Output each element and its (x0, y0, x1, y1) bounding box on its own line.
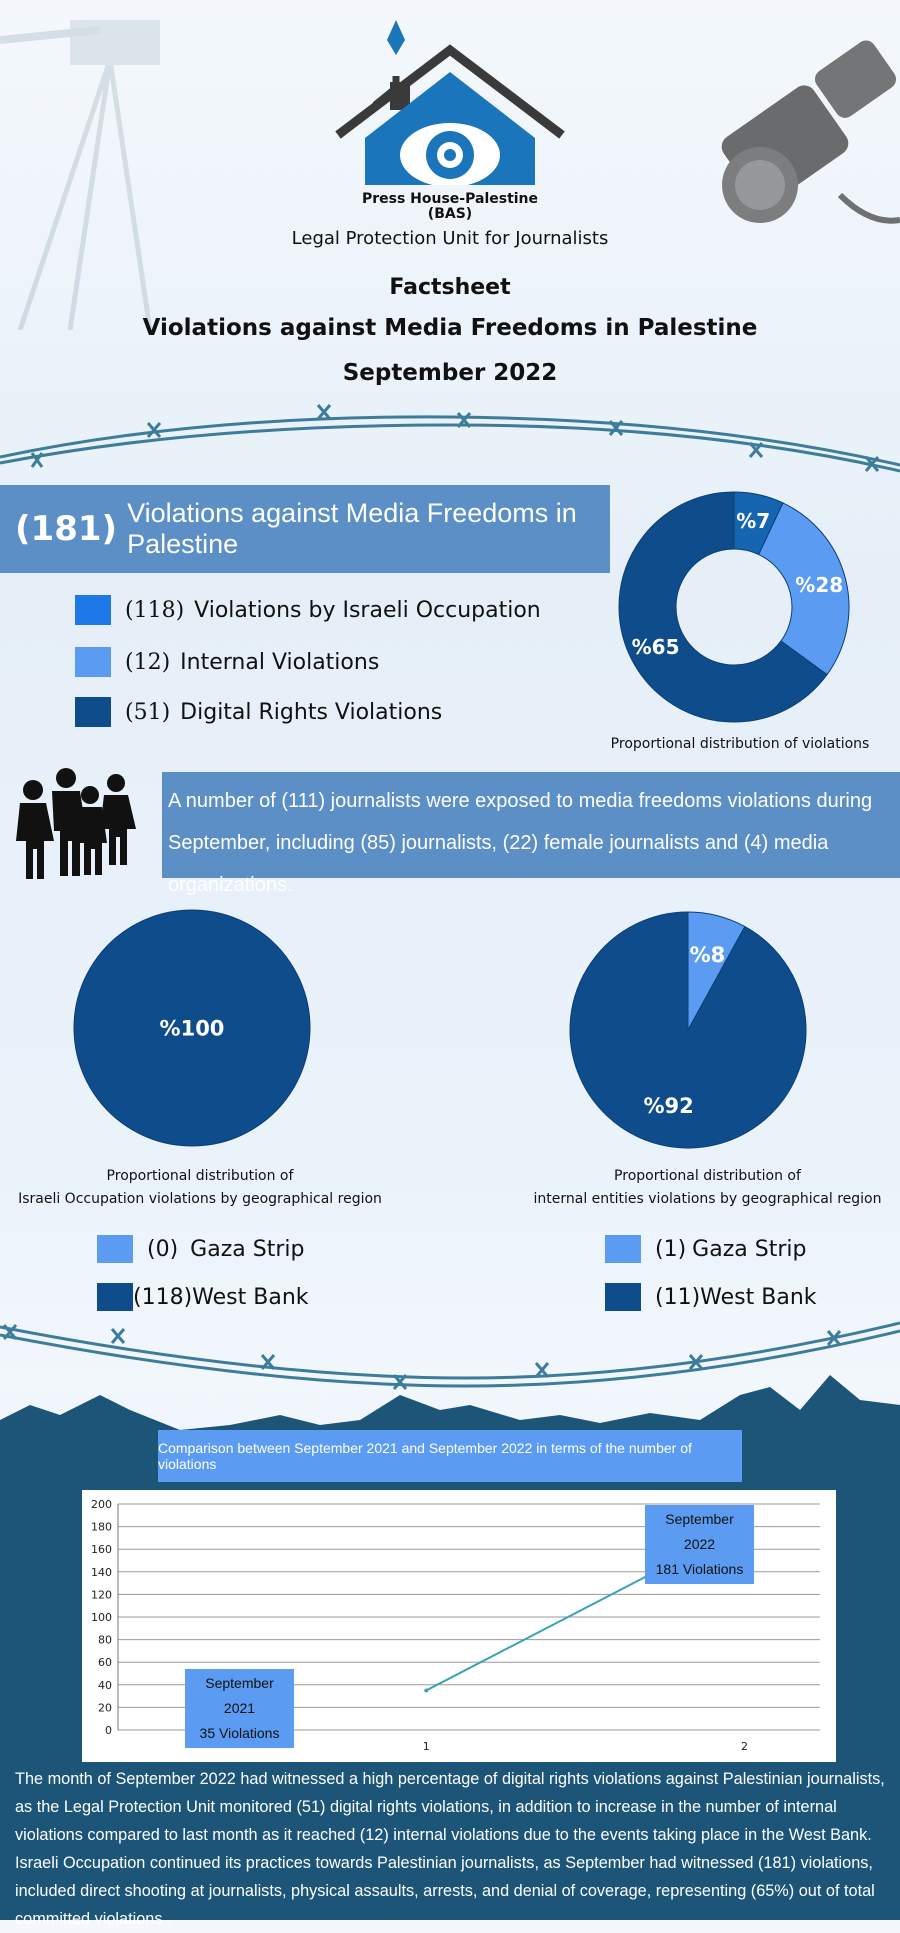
y-tick-label: 40 (98, 1679, 112, 1692)
camera-illustration (721, 40, 900, 224)
summary-paragraph: The month of September 2022 had witnesse… (15, 1770, 885, 1928)
barbed-wire-divider (0, 404, 900, 473)
journalists-summary: A number of (111) journalists were expos… (162, 772, 900, 896)
tripod-illustration (0, 20, 160, 330)
pie-slice-label: %7 (736, 509, 770, 533)
internal-pie-caption: Proportional distribution of internal en… (515, 1165, 900, 1211)
people-group-icon (16, 768, 136, 879)
comparison-line-chart-panel: 0 20 40 60 80 100 120 140 160 180 200 1 2 September … (82, 1490, 836, 1762)
legend-swatch (97, 1283, 133, 1311)
legend-swatch (75, 595, 111, 625)
y-tick-label: 60 (98, 1656, 112, 1669)
y-tick-label: 0 (105, 1724, 112, 1737)
occupation-region-gaza: (0) Gaza Strip (97, 1235, 304, 1263)
pie-slice (569, 911, 807, 1149)
pie-slice (73, 909, 311, 1147)
region-count: (11) (655, 1284, 701, 1310)
region-label: West Bank (192, 1284, 309, 1310)
legend-label: Digital Rights Violations (180, 699, 443, 725)
total-violations-banner: (181) Violations against Media Freedoms … (0, 485, 610, 573)
pie-slice-label: %92 (643, 1094, 693, 1118)
pen-nib-icon (387, 20, 405, 55)
org-name: Press House-Palestine (BAS) (300, 192, 600, 222)
barbed-wire-divider (0, 1321, 900, 1390)
pie-slice-label: %100 (160, 1016, 225, 1040)
unit-name: Legal Protection Unit for Journalists (291, 228, 609, 249)
legend-count: (51) (125, 699, 171, 725)
legend-count: (12) (125, 649, 171, 675)
annotation-line: September 2021 (205, 1675, 274, 1716)
y-tick-label: 160 (91, 1543, 112, 1556)
region-label: West Bank (700, 1284, 817, 1310)
annotation-line: 181 Violations (655, 1561, 744, 1577)
total-label: Violations against Media Freedoms in Pal… (127, 498, 577, 559)
org-name-text: Press House-Palestine (361, 191, 539, 207)
legend-item-digital: (51) Digital Rights Violations (75, 697, 442, 727)
total-count: (181) (15, 509, 118, 549)
occupation-pie-caption: Proportional distribution of Israeli Occ… (0, 1165, 400, 1211)
logo-house-icon (335, 20, 565, 188)
data-point (424, 1688, 429, 1693)
legend-item-internal: (12) Internal Violations (75, 647, 379, 677)
caption-line: Israeli Occupation violations by geograp… (18, 1191, 382, 1207)
internal-region-westbank: (11) West Bank (605, 1283, 817, 1311)
y-tick-label: 180 (91, 1521, 112, 1534)
x-tick-label: 1 (423, 1740, 430, 1753)
region-count: (1) (655, 1236, 687, 1262)
region-label: Gaza Strip (190, 1236, 305, 1262)
annotation-sep-2022: September 2022 181 Violations (645, 1505, 754, 1584)
legend-item-occupation: (118) Violations by Israeli Occupation (75, 595, 541, 625)
pie-slice-label: %28 (795, 573, 843, 597)
y-tick-label: 100 (91, 1611, 112, 1624)
donut-caption: Proportional distribution of violations (610, 736, 870, 752)
annotation-sep-2021: September 2021 35 Violations (185, 1669, 294, 1748)
region-label: Gaza Strip (692, 1236, 807, 1262)
comparison-title: Comparison between September 2021 and Se… (158, 1430, 742, 1482)
legend-swatch (605, 1235, 641, 1263)
legend-label: Violations by Israeli Occupation (194, 597, 541, 623)
legend-swatch (97, 1235, 133, 1263)
y-tick-label: 120 (91, 1588, 112, 1601)
pie-slice-label: %65 (632, 635, 680, 659)
region-count: (118) (133, 1284, 193, 1310)
legend-swatch (75, 697, 111, 727)
caption-line: internal entities violations by geograph… (533, 1191, 882, 1207)
y-tick-label: 200 (91, 1498, 112, 1511)
pie-slice-label: %8 (690, 943, 726, 967)
annotation-line: 35 Violations (199, 1725, 280, 1741)
x-tick-label: 2 (741, 1740, 748, 1753)
legend-count: (118) (125, 597, 185, 623)
press-house-logo (330, 10, 570, 188)
y-tick-label: 140 (91, 1566, 112, 1579)
violations-donut-chart: %7 %28 %65 (618, 491, 850, 723)
internal-region-pie: %8 %92 (569, 911, 807, 1149)
y-tick-label: 20 (98, 1701, 112, 1714)
legend-swatch (75, 647, 111, 677)
internal-region-gaza: (1) Gaza Strip (605, 1235, 806, 1263)
caption-line: Proportional distribution of (614, 1168, 801, 1184)
pie-slice (758, 502, 850, 676)
legend-label: Internal Violations (180, 649, 380, 675)
legend-swatch (605, 1283, 641, 1311)
factsheet-date: September 2022 (342, 360, 558, 386)
occupation-region-pie: %100 (73, 909, 311, 1147)
factsheet-label: Factsheet (389, 275, 511, 300)
annotation-line: September 2022 (665, 1511, 734, 1552)
caption-line: Proportional distribution of (106, 1168, 294, 1184)
pie-slice (618, 491, 828, 723)
y-tick-label: 80 (98, 1634, 112, 1647)
occupation-region-westbank: (118) West Bank (97, 1283, 309, 1311)
factsheet-title: Violations against Media Freedoms in Pal… (142, 315, 758, 341)
org-abbr: (BAS) (427, 206, 473, 222)
region-count: (0) (147, 1236, 179, 1262)
